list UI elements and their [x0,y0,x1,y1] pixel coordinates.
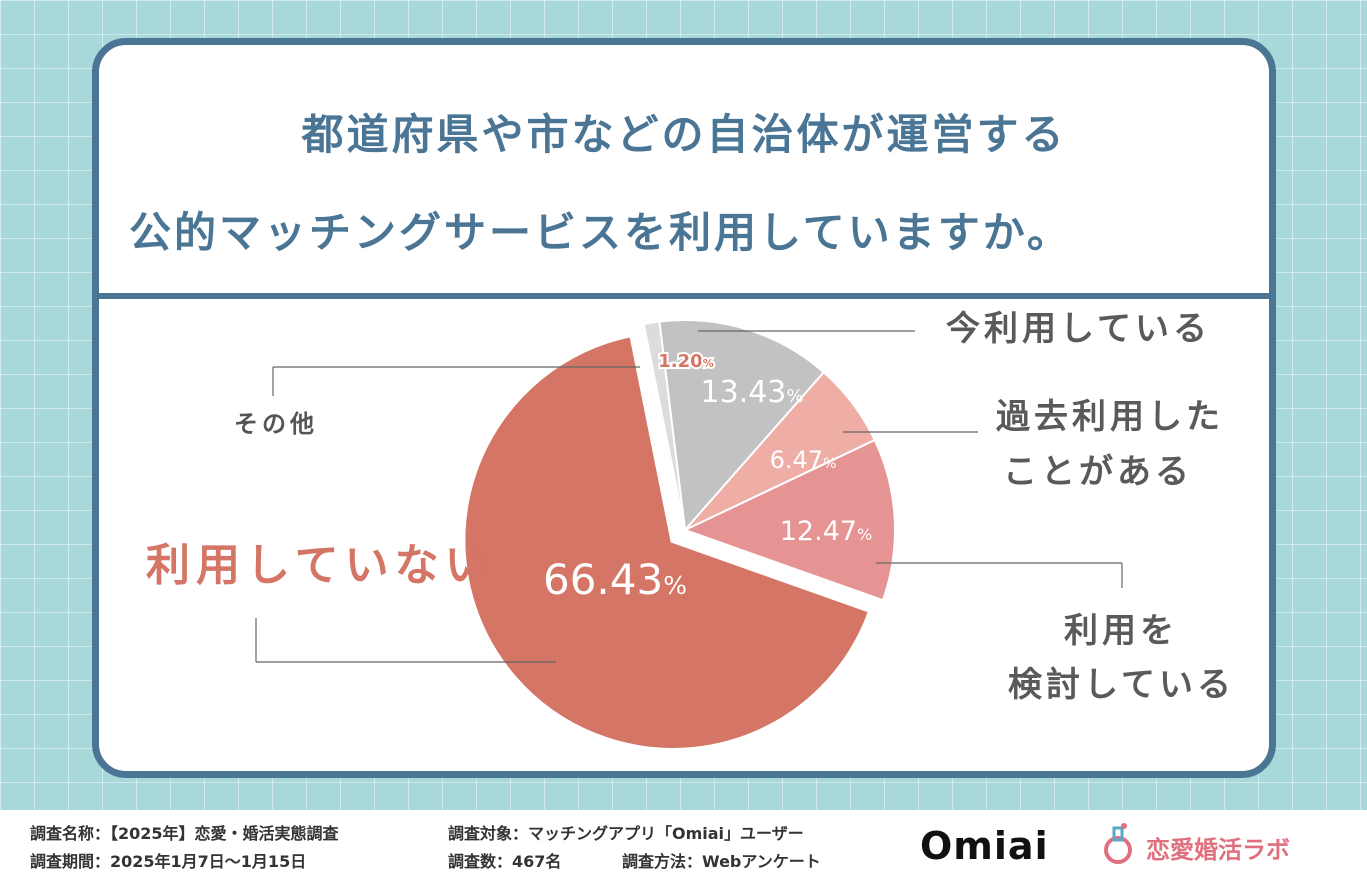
survey-method: 調査方法：Webアンケート [622,852,821,871]
category-label: 検討している [1008,665,1235,705]
data-label: 1.20% [658,351,713,372]
chart-title-line1: 都道府県や市などの自治体が運営する [301,110,1067,159]
pie-slice [460,331,875,753]
survey-count: 調査数：467名 [448,852,562,871]
survey-period: 調査期間：2025年1月7日〜1月15日 [30,852,307,871]
data-label: 12.47% [780,516,873,547]
survey-target: 調査対象：マッチングアプリ「Omiai」ユーザー [448,824,804,843]
pie-slice [682,438,896,602]
category-label: 過去利用した [996,397,1224,437]
category-label: 今利用している [946,309,1211,349]
category-label: その他 [234,410,318,438]
footer: 調査名称：【2025年】恋愛・婚活実態調査 調査期間：2025年1月7日〜1月1… [0,810,1367,878]
pie-slice [658,319,826,533]
category-label: ことがある [1003,452,1193,492]
pie-slice [642,320,686,531]
data-label: 6.47% [770,446,837,474]
data-label: 13.43% [701,375,804,410]
chart-title-line2: 公的マッチングサービスを利用していますか。 [129,208,1072,257]
data-label: 66.43% [543,555,687,604]
lab-logo-text: 恋愛婚活ラボ [1146,836,1290,864]
flask-icon [1104,823,1132,864]
omiai-logo: Omiai [920,824,1049,868]
category-label: 利用していない [146,540,495,591]
renai-konkatsu-lab-logo: 恋愛婚活ラボ [1098,822,1328,866]
category-label: 利用を [1064,611,1178,651]
title-divider [99,293,1269,299]
survey-name: 調査名称：【2025年】恋愛・婚活実態調査 [30,824,339,843]
